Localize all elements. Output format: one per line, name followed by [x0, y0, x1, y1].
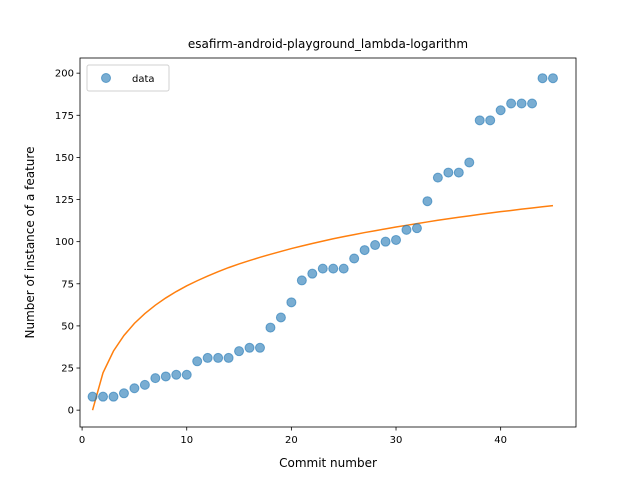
- data-point: [516, 98, 527, 109]
- data-point: [485, 115, 496, 126]
- fit-line: [91, 204, 554, 411]
- data-point: [307, 268, 318, 279]
- y-tick-label: 200: [55, 69, 74, 80]
- y-tick-label: 50: [61, 321, 74, 332]
- data-point: [391, 234, 402, 245]
- data-point: [171, 369, 182, 380]
- data-point: [160, 371, 171, 382]
- data-point: [328, 263, 339, 274]
- data-point: [192, 356, 203, 367]
- data-point: [129, 383, 140, 394]
- scatter-points-layer: [87, 73, 558, 402]
- data-point: [108, 391, 119, 402]
- axes-frame: [79, 57, 577, 428]
- data-point: [118, 388, 129, 399]
- data-point: [317, 263, 328, 274]
- data-point: [181, 369, 192, 380]
- data-point: [495, 105, 506, 116]
- y-tick-label: 150: [55, 153, 74, 164]
- x-axis-label: Commit number: [279, 456, 377, 470]
- data-point: [244, 342, 255, 353]
- data-point: [401, 224, 412, 235]
- data-point: [506, 98, 517, 109]
- data-point: [213, 352, 224, 363]
- data-point: [275, 312, 286, 323]
- y-tick-label: 75: [61, 279, 74, 290]
- data-point: [422, 196, 433, 207]
- data-point: [349, 253, 360, 264]
- data-point: [150, 373, 161, 384]
- data-point: [527, 98, 538, 109]
- data-point: [338, 263, 349, 274]
- data-point: [87, 391, 98, 402]
- y-tick-label: 0: [68, 406, 74, 417]
- legend-marker: [101, 73, 111, 83]
- legend: data: [86, 64, 170, 92]
- fit-line-layer: [91, 204, 554, 411]
- data-point: [359, 245, 370, 256]
- data-point: [432, 172, 443, 183]
- data-point: [234, 346, 245, 357]
- data-point: [98, 391, 109, 402]
- x-tick-label: 10: [180, 435, 193, 446]
- data-point: [139, 379, 150, 390]
- data-point: [464, 157, 475, 168]
- x-tick-label: 30: [390, 435, 403, 446]
- y-tick-label: 125: [55, 195, 74, 206]
- ticks-layer: 0 10 20 30 40 0 25 50 75 100 125 150 175 200: [55, 69, 507, 446]
- data-point: [254, 342, 265, 353]
- y-tick-label: 175: [55, 111, 74, 122]
- x-tick-label: 0: [79, 435, 85, 446]
- x-tick-label: 20: [285, 435, 298, 446]
- y-axis-label: Number of instance of a feature: [23, 147, 37, 339]
- data-point: [443, 167, 454, 178]
- y-tick-label: 100: [55, 237, 74, 248]
- legend-entry-data: data: [132, 74, 155, 85]
- data-point: [547, 73, 558, 84]
- x-tick-label: 40: [494, 435, 507, 446]
- y-tick-label: 25: [61, 364, 74, 375]
- chart-title: esafirm-android-playground_lambda-logari…: [188, 37, 468, 51]
- data-point: [370, 240, 381, 251]
- data-point: [202, 352, 213, 363]
- data-point: [265, 322, 276, 333]
- data-point: [380, 236, 391, 247]
- data-point: [286, 297, 297, 308]
- legend-box: [86, 64, 170, 92]
- data-point: [537, 73, 548, 84]
- data-point: [223, 352, 234, 363]
- data-point: [296, 275, 307, 286]
- data-point: [474, 115, 485, 126]
- data-point: [411, 223, 422, 234]
- data-point: [453, 167, 464, 178]
